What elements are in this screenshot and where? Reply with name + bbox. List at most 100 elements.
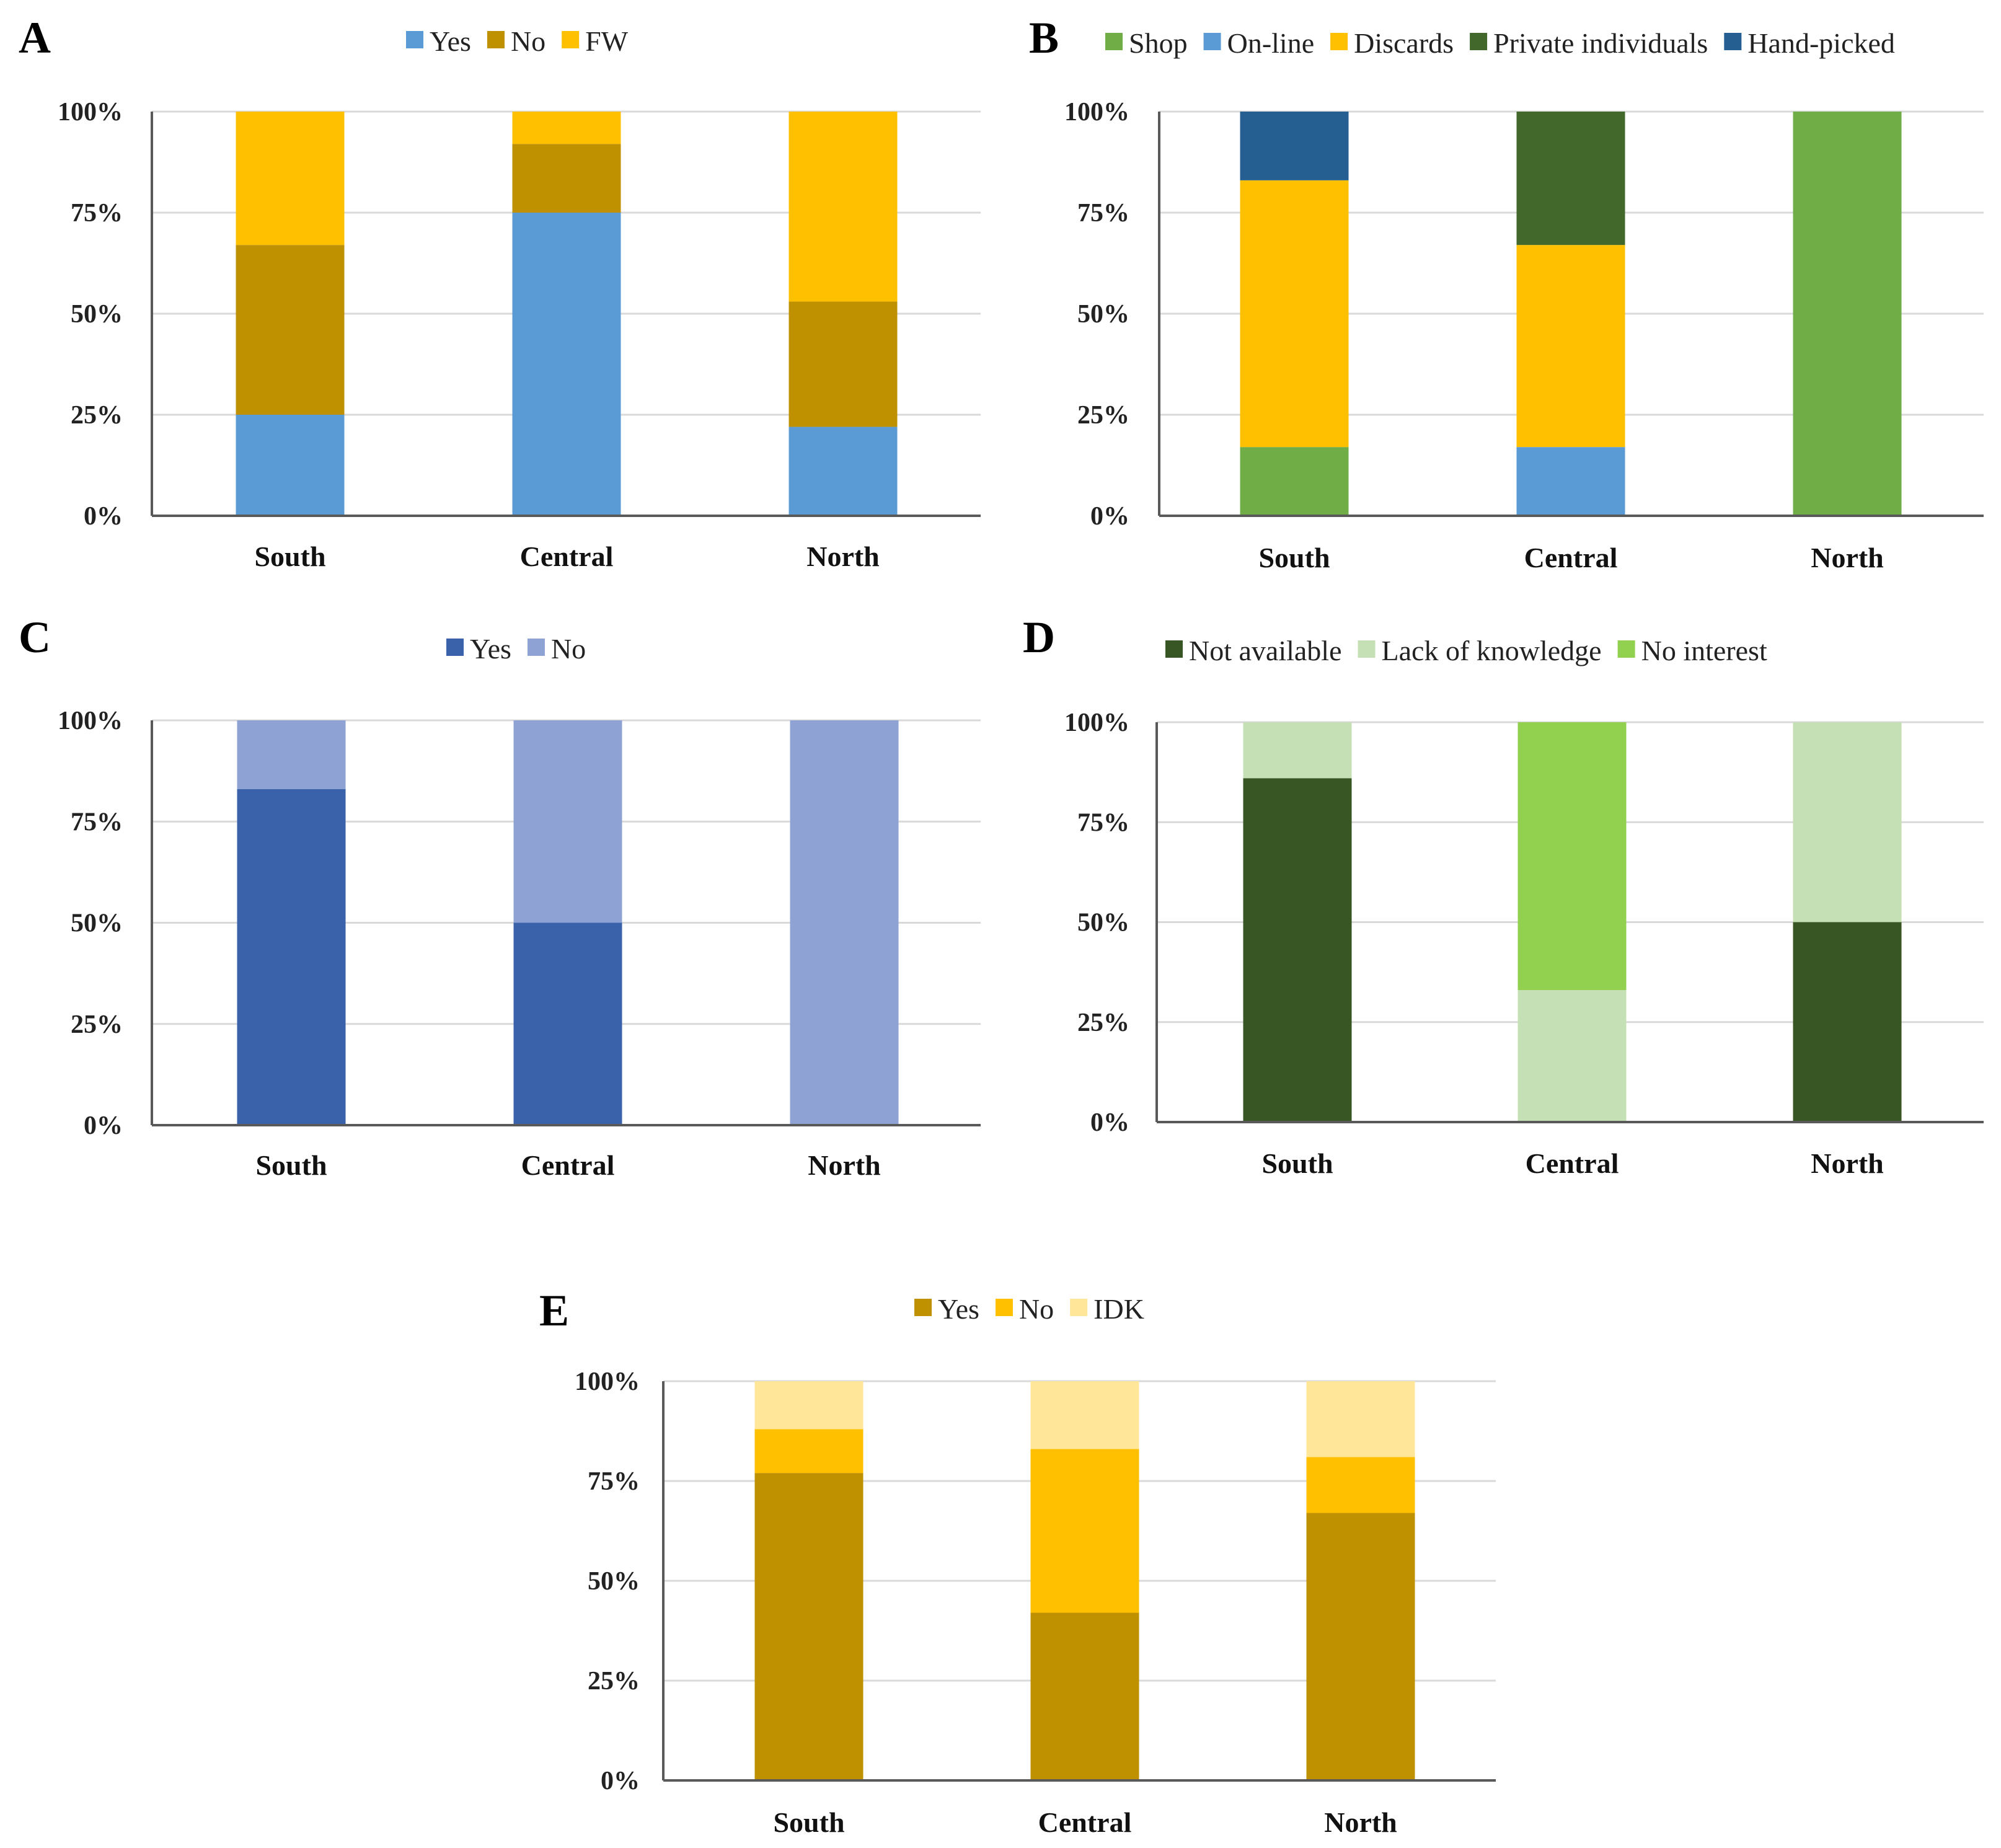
bar-segment [754, 1473, 864, 1780]
bar-segment [1243, 778, 1352, 1122]
y-tick-label: 100% [58, 98, 123, 126]
legend: Yes No [446, 633, 586, 665]
chart-panel-b: B Shop On-line Discards Private individuals H… [1029, 13, 1984, 573]
legend-label: No [551, 633, 586, 665]
x-category-label: South [1261, 1147, 1333, 1179]
legend-label: Lack of knowledge [1382, 635, 1602, 666]
y-tick-label: 50% [71, 300, 123, 329]
bar-segment [1030, 1381, 1139, 1449]
bar-segment [788, 112, 898, 302]
legend-swatch [1165, 640, 1183, 658]
bar-segment [1517, 990, 1627, 1122]
bar-segment [512, 144, 621, 213]
legend-swatch [487, 31, 505, 48]
bar-segment [236, 245, 345, 415]
chart-panel-a: A Yes No FW 0% 25% 50% 75% 100% South Central North [19, 13, 981, 572]
y-tick-label: 0% [601, 1767, 640, 1795]
legend-label: Hand-picked [1747, 27, 1895, 59]
legend-label: IDK [1093, 1293, 1144, 1325]
bar-segment [236, 415, 345, 516]
legend-swatch [1330, 33, 1348, 50]
y-tick-label: 75% [1077, 199, 1129, 228]
panel-label: B [1029, 13, 1059, 63]
legend-label: Shop [1129, 27, 1188, 59]
bar-segment [1240, 112, 1349, 180]
x-category-label: North [808, 1149, 881, 1181]
y-tick-label: 75% [71, 808, 123, 836]
y-tick-label: 50% [1077, 300, 1129, 329]
bar-segment [1240, 180, 1349, 448]
legend-swatch [1470, 33, 1488, 50]
x-category-label: Central [521, 1149, 615, 1181]
legend-swatch [406, 31, 423, 48]
legend: Yes No IDK [914, 1293, 1144, 1325]
legend-label: Private individuals [1493, 27, 1708, 59]
bar-segment [512, 112, 621, 144]
x-category-label: Central [1526, 1147, 1619, 1179]
panel-label: A [19, 13, 51, 63]
y-tick-label: 25% [71, 1010, 123, 1039]
y-tick-label: 75% [71, 199, 123, 228]
legend-label: Yes [430, 25, 471, 57]
bar-segment [1030, 1612, 1139, 1780]
legend-label: No interest [1641, 635, 1767, 666]
legend-label: Yes [938, 1293, 979, 1325]
legend-swatch [527, 639, 545, 656]
bar-segment [788, 301, 898, 427]
panel-label: E [539, 1286, 569, 1335]
bar-segment [1793, 112, 1902, 516]
y-tick-label: 75% [588, 1467, 640, 1496]
bar-segment [1306, 1513, 1415, 1780]
y-tick-label: 75% [1077, 808, 1129, 837]
legend-label: On-line [1227, 27, 1315, 59]
y-tick-label: 0% [1090, 502, 1129, 531]
bar-segment [1516, 112, 1625, 245]
bar-segment [1243, 722, 1352, 779]
x-category-label: North [1811, 1147, 1884, 1179]
x-category-label: South [1258, 542, 1330, 573]
legend-swatch [1070, 1299, 1088, 1316]
y-tick-label: 25% [1077, 1009, 1129, 1037]
x-category-label: Central [1524, 542, 1618, 573]
x-category-label: South [254, 541, 325, 572]
y-tick-label: 50% [71, 909, 123, 938]
bar-segment [236, 112, 345, 245]
bar-segment [512, 213, 621, 516]
legend-label: Discards [1354, 27, 1454, 59]
y-tick-label: 0% [84, 502, 123, 531]
bar-segment [237, 720, 346, 790]
bar-segment [1517, 722, 1627, 991]
y-tick-label: 50% [588, 1567, 640, 1596]
legend-swatch [995, 1299, 1013, 1316]
legend-swatch [562, 31, 580, 48]
bar-segment [1030, 1449, 1139, 1613]
x-category-label: South [773, 1806, 844, 1838]
panel-label: D [1023, 612, 1055, 662]
bar-segment [790, 720, 899, 1125]
bar-segment [1516, 245, 1625, 448]
legend-label: FW [585, 25, 629, 57]
legend: Yes No FW [406, 25, 629, 57]
legend: Shop On-line Discards Private individuals Ha… [1105, 27, 1895, 59]
chart-panel-c: C Yes No 0% 25% 50% 75% 100% South Central North [19, 612, 981, 1181]
legend-swatch [914, 1299, 932, 1316]
bar-segment [1306, 1457, 1415, 1513]
x-category-label: North [1811, 542, 1884, 573]
bar-segment [754, 1381, 864, 1430]
x-category-label: North [1324, 1806, 1397, 1838]
bar-segment [1306, 1381, 1415, 1457]
chart-panel-e: E Yes No IDK 0% 25% 50% 75% 100% South Central Nort… [539, 1286, 1496, 1838]
y-tick-label: 100% [1064, 98, 1129, 126]
y-tick-label: 100% [1064, 709, 1129, 737]
bar-segment [513, 922, 622, 1125]
panel-label: C [19, 612, 51, 662]
bar-segment [788, 427, 898, 516]
bar-segment [1516, 447, 1625, 516]
legend: Not available Lack of knowledge No interes… [1165, 635, 1767, 666]
legend-swatch [446, 639, 464, 656]
legend-label: Not available [1189, 635, 1342, 666]
y-tick-label: 25% [1077, 401, 1129, 430]
y-tick-label: 50% [1077, 909, 1129, 937]
legend-swatch [1203, 33, 1221, 50]
